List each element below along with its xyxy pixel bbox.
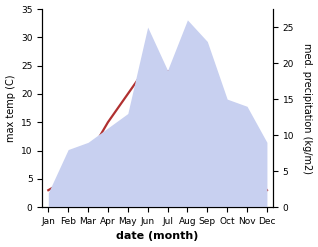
Y-axis label: max temp (C): max temp (C) [5, 74, 16, 142]
Y-axis label: med. precipitation (kg/m2): med. precipitation (kg/m2) [302, 43, 313, 174]
X-axis label: date (month): date (month) [116, 231, 199, 242]
